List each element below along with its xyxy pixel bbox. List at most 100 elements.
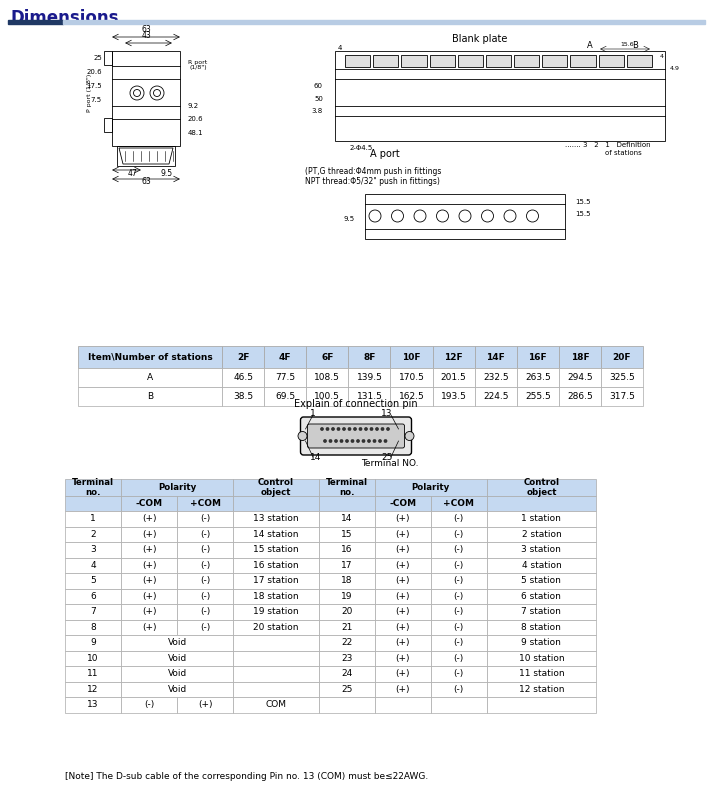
Bar [177,589,233,604]
Text: 17 station: 17 station [253,576,299,585]
Text: A: A [147,373,153,382]
Bar [487,619,596,635]
Text: 9.2: 9.2 [188,103,199,109]
Bar [429,55,455,67]
Bar [517,368,559,387]
Text: 15.6: 15.6 [620,42,634,47]
Bar [432,346,475,368]
Bar [264,387,306,406]
Text: A port: A port [370,149,400,159]
Bar [121,666,233,682]
Bar [121,589,177,604]
Text: 8: 8 [90,622,96,632]
Text: (-): (-) [454,654,464,662]
FancyBboxPatch shape [300,417,412,455]
Bar [233,666,319,682]
Bar [65,682,121,697]
Text: B: B [632,41,638,50]
Text: (-): (-) [200,607,210,616]
Bar [121,619,177,635]
Text: 13 station: 13 station [253,515,299,523]
Bar [475,368,517,387]
Circle shape [342,427,345,431]
Bar [121,697,177,713]
Bar [233,542,319,558]
Circle shape [337,427,340,431]
Bar [121,635,233,650]
Bar [487,650,596,666]
Bar [65,589,121,604]
Bar [487,573,596,589]
Bar [319,496,375,511]
Text: Control
object: Control object [258,478,294,497]
Bar [65,635,121,650]
Text: 21: 21 [341,622,352,632]
Circle shape [353,427,357,431]
Text: 2F: 2F [237,352,249,361]
Bar [375,527,431,542]
Bar [319,589,375,604]
Text: (-): (-) [454,607,464,616]
Bar [475,346,517,368]
Text: 4: 4 [660,54,664,58]
Bar [177,542,233,558]
Text: 108.5: 108.5 [315,373,340,382]
Circle shape [375,427,379,431]
Text: 15.5: 15.5 [575,199,590,205]
Text: (-): (-) [454,530,464,539]
Text: 9.5: 9.5 [344,216,355,222]
Bar [431,511,487,527]
Circle shape [331,427,335,431]
Bar [104,51,112,65]
Text: 13: 13 [381,410,392,419]
Bar [177,527,233,542]
Bar [487,479,596,496]
Text: of stations: of stations [605,150,642,156]
Text: -COM: -COM [389,499,417,508]
Text: 3.8: 3.8 [312,108,323,114]
Bar [431,635,487,650]
Bar [121,511,177,527]
Text: (+): (+) [142,622,157,632]
Bar [487,697,596,713]
Bar [319,511,375,527]
Bar [487,666,596,682]
Bar [222,387,264,406]
Text: Void: Void [167,670,187,678]
Text: 16 station: 16 station [253,561,299,570]
Text: (-): (-) [454,622,464,632]
Text: 3 station: 3 station [521,545,561,555]
Bar [78,368,222,387]
Bar [319,573,375,589]
Bar [121,573,177,589]
Circle shape [357,439,360,443]
Bar [65,558,121,573]
Bar [65,666,121,682]
Text: 48.1: 48.1 [188,130,204,136]
Bar [348,387,390,406]
Bar [233,619,319,635]
Bar [487,496,596,511]
Text: (+): (+) [142,592,157,601]
Bar [117,146,175,166]
Text: Void: Void [167,638,187,647]
Text: (-): (-) [454,685,464,694]
Text: (-): (-) [454,515,464,523]
Text: 10 station: 10 station [518,654,564,662]
Text: Control
object: Control object [523,478,560,497]
Text: 14F: 14F [486,352,505,361]
Text: 8 station: 8 station [521,622,561,632]
Bar [104,118,112,132]
Bar [65,697,121,713]
Text: Item\Number of stations: Item\Number of stations [88,352,212,361]
Text: 63: 63 [141,25,151,34]
Bar [264,346,306,368]
Text: 16F: 16F [528,352,547,361]
Text: 17: 17 [341,561,352,570]
Bar [233,650,319,666]
Text: 201.5: 201.5 [441,373,466,382]
Bar [345,55,370,67]
Bar [177,511,233,527]
Text: 5 station: 5 station [521,576,561,585]
Bar [233,573,319,589]
